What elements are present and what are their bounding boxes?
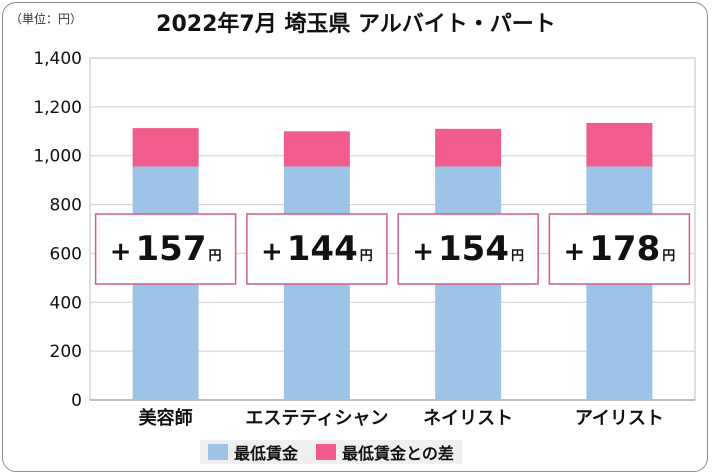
y-tick-label: 200 [50,342,82,362]
bar-diff [435,128,502,167]
difference-badge [246,213,388,285]
bar-diff [283,131,350,167]
legend-swatch-diff [316,444,337,460]
difference-sign: + [563,237,585,267]
difference-value: 157 [136,229,207,269]
bar-diff [586,122,653,167]
y-tick-label: 1,200 [33,98,82,118]
y-tick-label: 1,000 [33,147,82,167]
difference-label: +144 円 [261,229,373,269]
unit-label: （単位：円） [10,12,83,26]
x-category-label: 美容師 [139,407,193,429]
x-category-label: エステティシャン [245,408,388,429]
difference-unit: 円 [511,249,524,264]
difference-sign: + [261,237,283,267]
y-tick-label: 400 [50,293,82,313]
difference-sign: + [412,237,434,267]
bar-diff [132,128,199,167]
difference-sign: + [110,237,132,267]
x-category-label: アイリスト [575,408,664,429]
legend-swatch-base [208,444,228,460]
y-tick-label: 1,400 [33,49,82,69]
difference-value: 144 [287,229,358,269]
difference-badge [397,213,539,285]
y-tick-label: 800 [50,196,82,216]
legend-item-base: 最低賃金 [208,440,298,464]
legend-label-diff: 最低賃金との差 [342,444,454,463]
difference-label: +154 円 [412,229,524,269]
difference-badge [548,213,691,285]
y-tick-label: 600 [50,244,82,264]
chart-title: 2022年7月 埼玉県 アルバイト・パート [156,12,556,37]
y-tick-label: 0 [71,391,82,411]
difference-value: 154 [438,229,509,269]
difference-label: +178 円 [563,229,675,269]
difference-unit: 円 [662,249,675,264]
difference-unit: 円 [360,249,373,264]
legend-item-diff: 最低賃金との差 [316,440,454,464]
difference-label: +157 円 [110,229,222,269]
difference-unit: 円 [209,249,222,264]
x-category-label: ネイリスト [423,408,513,429]
difference-value: 178 [589,229,660,269]
difference-badge [94,213,237,285]
legend-label-base: 最低賃金 [234,444,299,463]
legend: 最低賃金 最低賃金との差 [200,440,462,464]
